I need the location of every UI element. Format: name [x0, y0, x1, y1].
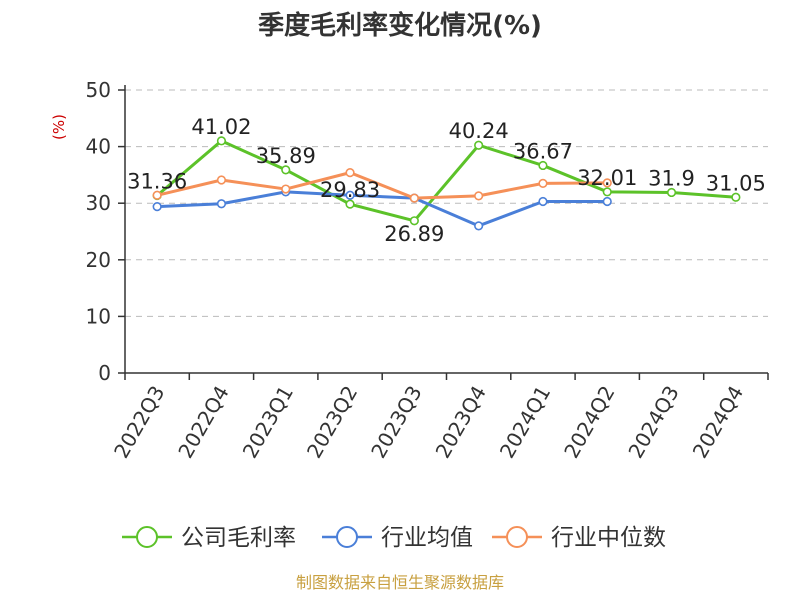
data-label-1: 41.02: [191, 115, 251, 139]
data-label-8: 31.9: [648, 166, 695, 190]
series-1-point-7: [602, 196, 612, 207]
series-0-point-5: [474, 140, 484, 150]
x-tick-labels: 2022Q3 2022Q4 2023Q1 2023Q2 2023Q3 2023Q4 2024…: [109, 382, 748, 463]
source-note: 制图数据来自恒生聚源数据库: [296, 573, 504, 592]
x-tick-label-2024Q1: 2024Q1: [495, 382, 555, 463]
x-tick-label-2022Q4: 2022Q4: [173, 382, 233, 463]
series-1-point-5: [474, 221, 484, 231]
series-0-point-3: [345, 199, 355, 209]
series-2-point-4: [409, 193, 419, 203]
data-label-0: 31.36: [127, 170, 187, 194]
y-tick-label-50: 50: [86, 78, 111, 102]
series-0-point-8: [666, 187, 677, 198]
series-0-point-7: [602, 187, 612, 197]
series-2-point-2: [281, 184, 291, 194]
series-2-point-7: [602, 178, 612, 188]
series-0-point-1: [216, 136, 227, 146]
data-label-2: 35.89: [256, 144, 316, 168]
x-tick-label-2023Q4: 2023Q4: [431, 382, 491, 463]
legend-marker-1: [336, 526, 358, 548]
data-label-4: 26.89: [384, 222, 444, 246]
y-axis-unit: (%): [50, 114, 68, 140]
series-2-point-3: [345, 168, 355, 178]
x-tick-label-2022Q3: 2022Q3: [109, 382, 169, 463]
x-tick-label-2023Q1: 2023Q1: [238, 382, 298, 463]
series-2-point-6: [538, 178, 548, 188]
series-0-point-4: [409, 216, 419, 226]
x-tick-label-2024Q2: 2024Q2: [559, 382, 619, 463]
x-tick-label-2023Q2: 2023Q2: [302, 382, 362, 463]
chart-title: 季度毛利率变化情况(%): [258, 10, 542, 41]
series-2-point-0: [152, 190, 162, 200]
legend-label-1: 行业均值: [381, 525, 473, 551]
series-group: [152, 136, 741, 231]
legend-label-2: 行业中位数: [551, 525, 666, 551]
grid-lines: [125, 89, 768, 317]
series-2-point-1: [216, 175, 227, 185]
x-tick-label-2024Q3: 2024Q3: [623, 382, 683, 463]
y-tick-label-30: 30: [86, 191, 111, 215]
series-1-point-0: [152, 201, 162, 212]
y-tick-labels: 0 10 20 30 40 50: [86, 78, 111, 385]
x-tick-label-2024Q4: 2024Q4: [688, 382, 748, 463]
axes: [118, 85, 769, 380]
legend: 公司毛利率 行业均值 行业中位数: [122, 525, 666, 551]
series-1-point-1: [216, 199, 227, 209]
series-1-point-3: [345, 190, 355, 200]
series-0-point-2: [281, 165, 291, 175]
y-tick-label-20: 20: [86, 248, 111, 272]
series-line-2: [156, 171, 608, 200]
series-line-1: [157, 190, 608, 228]
data-label-9: 31.05: [706, 171, 766, 195]
legend-label-0: 公司毛利率: [181, 525, 296, 551]
data-label-5: 40.24: [449, 119, 509, 143]
series-0-point-6: [538, 160, 548, 171]
series-line-0: [156, 139, 736, 223]
y-tick-label-10: 10: [86, 304, 111, 328]
x-tick-label-2023Q3: 2023Q3: [366, 382, 426, 463]
legend-marker-0: [136, 526, 158, 548]
y-tick-label-0: 0: [98, 361, 111, 385]
data-label-3: 29.83: [320, 178, 380, 202]
series-2-point-5: [474, 191, 484, 201]
series-1-point-6: [538, 196, 548, 207]
legend-marker-2: [506, 526, 528, 548]
data-label-6: 36.67: [513, 139, 573, 163]
data-label-7: 32.01: [577, 166, 637, 190]
y-tick-label-40: 40: [86, 135, 111, 159]
series-0-point-9: [731, 192, 741, 202]
